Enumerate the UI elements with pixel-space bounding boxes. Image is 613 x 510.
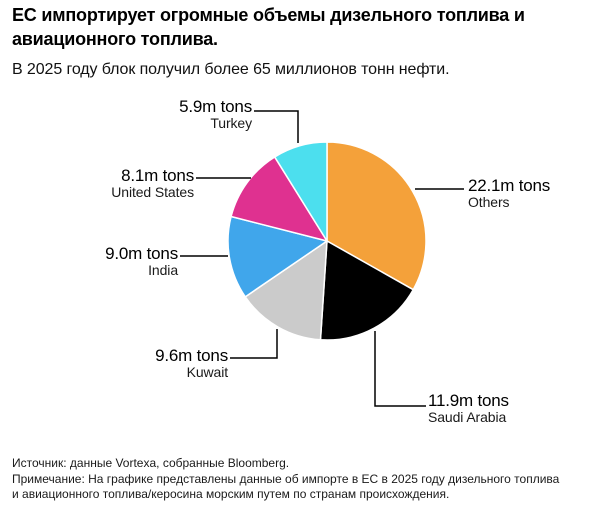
pie-slice-others: [326, 141, 427, 291]
label-india-country: India: [148, 262, 178, 278]
label-kuwait-value: 9.6m tons: [155, 346, 228, 365]
pie-slice-saudi-arabia: [319, 240, 414, 341]
source-text: Источник: данные Vortexa, собранные Bloo…: [12, 456, 290, 470]
pie-slices: [227, 141, 427, 341]
label-turkey-value: 5.9m tons: [179, 97, 252, 116]
chart-subtitle: В 2025 году блок получил более 65 миллио…: [12, 61, 450, 78]
label-saudi-arabia-country: Saudi Arabia: [428, 409, 507, 425]
label-others: 22.1m tons Others: [468, 176, 550, 210]
pie-slice-turkey: [273, 141, 328, 242]
label-united-states-country: United States: [111, 184, 194, 200]
label-kuwait-country: Kuwait: [186, 364, 229, 380]
callout-saudi-arabia: [374, 331, 426, 407]
label-united-states-value: 8.1m tons: [121, 166, 194, 185]
label-others-country: Others: [468, 194, 510, 210]
label-others-value: 22.1m tons: [468, 176, 551, 195]
label-turkey: 5.9m tons Turkey: [179, 97, 252, 131]
callout-lines: [180, 110, 464, 407]
pie-slice-kuwait: [244, 240, 328, 341]
label-india: 9.0m tons India: [105, 244, 178, 278]
pie-slice-india: [227, 215, 328, 298]
callout-kuwait: [230, 329, 278, 359]
label-india-value: 9.0m tons: [105, 244, 178, 263]
label-turkey-country: Turkey: [210, 115, 252, 131]
label-kuwait: 9.6m tons Kuwait: [155, 346, 228, 380]
pie-slice-united-states: [230, 156, 328, 242]
chart-footer: Источник: данные Vortexa, собранные Bloo…: [12, 456, 602, 502]
chart-title: ЕС импортирует огромные объемы дизельног…: [12, 5, 525, 49]
chart-header: ЕС импортирует огромные объемы дизельног…: [12, 3, 592, 80]
callout-turkey: [254, 110, 299, 143]
label-united-states: 8.1m tons United States: [111, 166, 194, 200]
label-saudi-arabia: 11.9m tons Saudi Arabia: [428, 391, 509, 425]
label-saudi-arabia-value: 11.9m tons: [428, 391, 509, 410]
note-text: Примечание: На графике представлены данн…: [12, 472, 560, 501]
